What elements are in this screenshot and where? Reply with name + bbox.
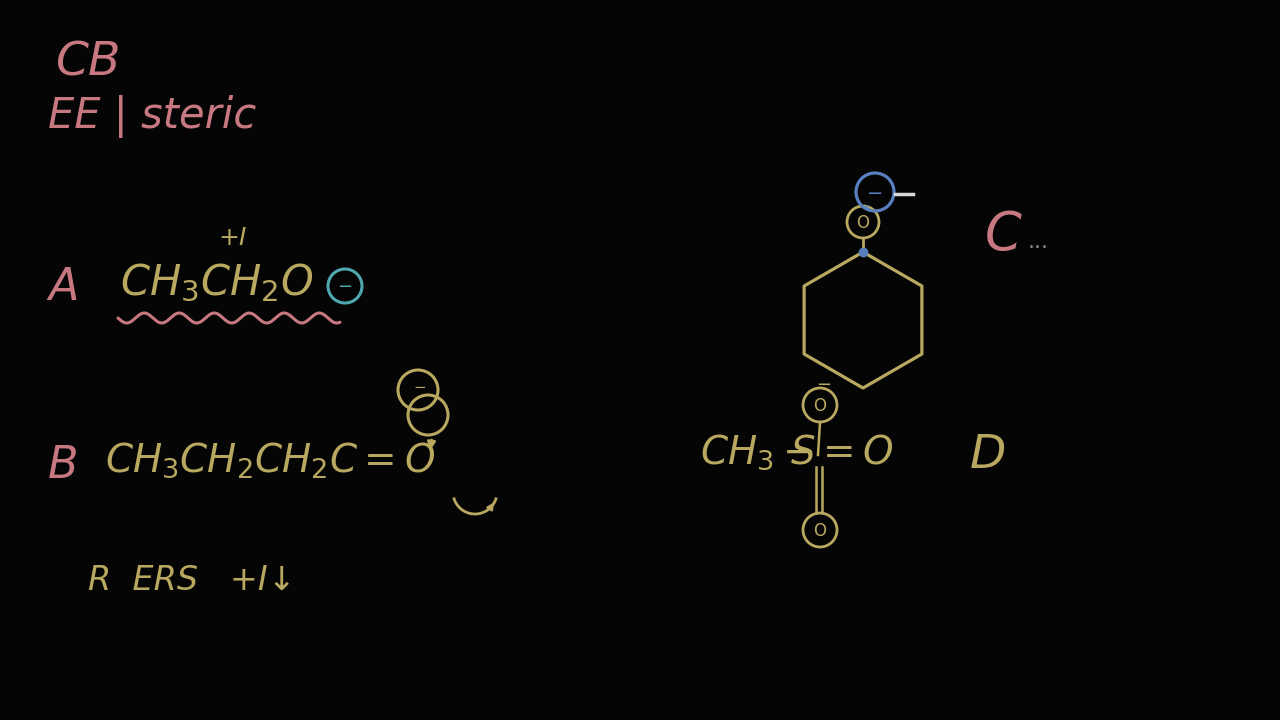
Text: ...: ... (1028, 232, 1050, 252)
Text: $CH_3CH_2O$: $CH_3CH_2O$ (120, 262, 314, 304)
Text: O: O (814, 397, 827, 415)
Text: −: − (338, 278, 352, 296)
Text: $CH_3CH_2CH_2C{=}O$: $CH_3CH_2CH_2C{=}O$ (105, 441, 435, 480)
Text: C: C (986, 209, 1021, 261)
Text: $S{=}O$: $S{=}O$ (790, 434, 893, 472)
Text: −: − (867, 184, 883, 202)
Text: R  ERS   +I↓: R ERS +I↓ (88, 564, 296, 597)
Text: O: O (856, 214, 869, 232)
Text: EE | steric: EE | steric (49, 95, 256, 138)
Text: +I: +I (218, 226, 246, 250)
Text: A: A (49, 266, 78, 309)
Text: D: D (970, 433, 1006, 478)
Text: $CH_3-$: $CH_3-$ (700, 433, 813, 472)
Text: O: O (814, 522, 827, 540)
Text: B: B (49, 444, 78, 487)
Text: −: − (413, 379, 426, 395)
Text: −: − (817, 376, 832, 394)
Text: CB: CB (55, 40, 120, 85)
